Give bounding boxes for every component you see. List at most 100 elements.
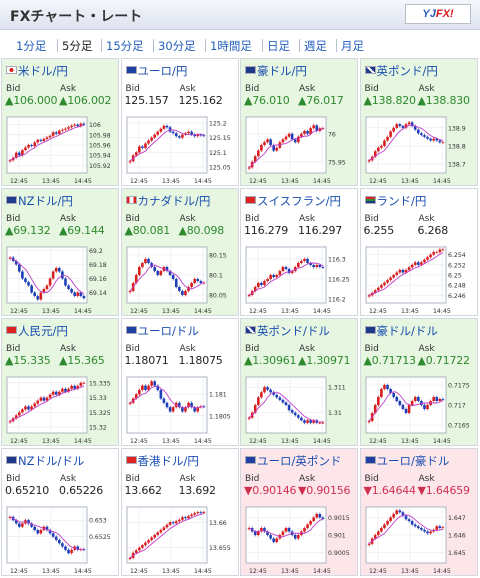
candle-body: [147, 540, 150, 543]
candle-body: [52, 132, 55, 136]
y-tick-label: 125.05: [209, 165, 231, 172]
pair-link[interactable]: ユーロ/円: [126, 63, 188, 77]
rate-tile[interactable]: カナダドル/円 Bid Ask ▲80.081 ▲80.098 80.15 80.1 80.0…: [121, 188, 239, 316]
mini-chart[interactable]: 1.647 1.646 1.645 12:45 13:45 14:45: [364, 503, 476, 575]
tab-timeframe[interactable]: 30分足: [158, 38, 196, 54]
rate-tile[interactable]: スイスフラン/円 Bid Ask 116.279 116.297 116.3 116.25 1…: [240, 188, 358, 316]
candle-body: [426, 532, 429, 534]
mini-chart[interactable]: 80.15 80.1 80.05 12:45 13:45 14:45: [125, 243, 237, 315]
mini-chart[interactable]: 1.181 1.1805 12:45 13:45 14:45: [125, 373, 237, 445]
mini-chart[interactable]: 138.9 138.8 138.7 12:45 13:45 14:45: [364, 113, 476, 185]
mini-chart[interactable]: 6.254 6.252 6.25 6.248 6.246 12:45 13:45 14:45: [364, 243, 476, 315]
pair-name[interactable]: 英ポンド/円: [377, 64, 438, 78]
yjfx-logo[interactable]: YJFX!: [405, 4, 471, 24]
rate-tile[interactable]: 人民元/円 Bid Ask ▲15.335 ▲15.365 15.335 15.33 15.3…: [1, 318, 119, 446]
candle-body: [257, 532, 260, 536]
rate-tile[interactable]: ユーロ/英ポンド Bid Ask ▼0.90146 ▼0.90156 0.9015 0.90…: [240, 448, 358, 576]
pair-link[interactable]: ユーロ/ドル: [126, 323, 199, 337]
pair-name[interactable]: 豪ドル/ドル: [377, 324, 438, 338]
pair-link[interactable]: 豪ドル/円: [245, 63, 307, 77]
tab-timeframe[interactable]: 5分足: [62, 38, 92, 54]
pair-name[interactable]: ユーロ/ドル: [138, 324, 199, 338]
candle-body: [190, 283, 193, 287]
rate-tile[interactable]: NZドル/円 Bid Ask ▲69.132 ▲69.144 69.2 69.18 69.16…: [1, 188, 119, 316]
tab-timeframe[interactable]: 週足: [304, 38, 327, 54]
candle-body: [178, 287, 181, 291]
pair-name[interactable]: 豪ドル/円: [257, 64, 307, 78]
pair-link[interactable]: 米ドル/円: [6, 63, 68, 77]
rate-tile[interactable]: ユーロ/豪ドル Bid Ask ▼1.64644 ▼1.64659 1.647 1.646 1…: [360, 448, 478, 576]
candle-body: [367, 421, 370, 422]
pair-link[interactable]: スイスフラン/円: [245, 193, 341, 207]
candle-body: [46, 286, 49, 290]
pair-link[interactable]: カナダドル/円: [126, 193, 211, 207]
candle-body: [438, 250, 441, 253]
rate-tile[interactable]: ランド/円 Bid Ask 6.255 6.268 6.254 6.252 6.25 6.248…: [360, 188, 478, 316]
pair-name[interactable]: ユーロ/豪ドル: [377, 454, 450, 468]
jp-us-icon: [6, 66, 17, 74]
rate-tile[interactable]: 豪ドル/円 Bid Ask ▲76.010 ▲76.017 76 75.95 12:45 13:…: [240, 58, 358, 186]
bid-label: Bid: [126, 474, 140, 484]
y-tick-label: 1.31: [328, 410, 342, 417]
pair-link[interactable]: 英ポンド/ドル: [245, 323, 330, 337]
candle-body: [260, 283, 263, 285]
mini-chart[interactable]: 76 75.95 12:45 13:45 14:45: [244, 113, 356, 185]
pair-name[interactable]: NZドル/ドル: [18, 454, 84, 468]
pair-link[interactable]: 香港ドル/円: [126, 453, 199, 467]
rate-tile[interactable]: 香港ドル/円 Bid Ask 13.662 13.692 13.66 13.655 12:45…: [121, 448, 239, 576]
mini-chart[interactable]: 116.3 116.25 116.2 12:45 13:45 14:45: [244, 243, 356, 315]
tab-timeframe[interactable]: 日足: [267, 38, 290, 54]
rate-tile[interactable]: NZドル/ドル Bid Ask 0.65210 0.65226 0.653 0.6525 12…: [1, 448, 119, 576]
pair-link[interactable]: ユーロ/豪ドル: [365, 453, 450, 467]
rate-tile[interactable]: ユーロ/ドル Bid Ask 1.18071 1.18075 1.181 1.1805 12:…: [121, 318, 239, 446]
cn-jp-icon: [6, 326, 17, 334]
x-tick-label: 14:45: [433, 178, 451, 185]
rate-tile[interactable]: 英ポンド/ドル Bid Ask ▲1.30961 ▲1.30971 1.311 1.31 12…: [240, 318, 358, 446]
pair-name[interactable]: カナダドル/円: [138, 194, 211, 208]
pair-name[interactable]: NZドル/円: [18, 194, 73, 208]
pair-name[interactable]: 人民元/円: [18, 324, 68, 338]
candle-body: [294, 535, 297, 539]
mini-chart[interactable]: 0.7175 0.717 0.7165 12:45 13:45 14:45: [364, 373, 476, 445]
tab-timeframe[interactable]: 1時間足: [210, 38, 252, 54]
pair-link[interactable]: 英ポンド/円: [365, 63, 438, 77]
pair-link[interactable]: 豪ドル/ドル: [365, 323, 438, 337]
pair-link[interactable]: 人民元/円: [6, 323, 68, 337]
tab-timeframe[interactable]: 1分足: [16, 38, 46, 54]
pair-link[interactable]: ランド/円: [365, 193, 427, 207]
candle-body: [426, 137, 429, 139]
rate-tile[interactable]: 米ドル/円 Bid Ask ▲106.000 ▲106.002 106 105.98 105.…: [1, 58, 119, 186]
candle-body: [300, 418, 303, 421]
tab-timeframe[interactable]: 月足: [341, 38, 364, 54]
candle-body: [272, 275, 275, 277]
rate-tile[interactable]: ユーロ/円 Bid Ask 125.157 125.162 125.2 125.15 125.…: [121, 58, 239, 186]
mini-chart[interactable]: 13.66 13.655 12:45 13:45 14:45: [125, 503, 237, 575]
mini-chart[interactable]: 0.653 0.6525 12:45 13:45 14:45: [5, 503, 117, 575]
mini-chart[interactable]: 1.311 1.31 12:45 13:45 14:45: [244, 373, 356, 445]
pair-name[interactable]: ランド/円: [377, 194, 427, 208]
mini-chart[interactable]: 0.9015 0.901 0.9005 12:45 13:45 14:45: [244, 503, 356, 575]
candle-body: [319, 265, 322, 267]
candle-body: [275, 395, 278, 398]
pair-name[interactable]: スイスフラン/円: [257, 194, 341, 208]
mini-chart[interactable]: 15.335 15.33 15.325 15.32 12:45 13:45 14:45: [5, 373, 117, 445]
pair-link[interactable]: ユーロ/英ポンド: [245, 453, 341, 467]
candle-body: [322, 423, 325, 424]
mini-chart[interactable]: 106 105.98 105.96 105.94 105.92 12:45 13:45 14:…: [5, 113, 117, 185]
pair-link[interactable]: NZドル/ドル: [6, 453, 84, 467]
pair-name[interactable]: 米ドル/円: [18, 64, 68, 78]
pair-link[interactable]: NZドル/円: [6, 193, 73, 207]
pair-name[interactable]: ユーロ/円: [138, 64, 188, 78]
y-tick-label: 6.246: [448, 293, 466, 300]
pair-name[interactable]: 香港ドル/円: [138, 454, 199, 468]
candle-body: [377, 532, 380, 536]
pair-name[interactable]: 英ポンド/ドル: [257, 324, 330, 338]
chart-svg: 69.269.1869.1669.1412:45 13:45 14:45: [5, 243, 117, 315]
rate-tile[interactable]: 豪ドル/ドル Bid Ask ▲0.71713 ▲0.71722 0.7175 0.717 0…: [360, 318, 478, 446]
pair-name[interactable]: ユーロ/英ポンド: [257, 454, 341, 468]
mini-chart[interactable]: 125.2 125.15 125.1 125.05 12:45 13:45 14:45: [125, 113, 237, 185]
ask-value: ▲0.71722: [418, 354, 470, 367]
rate-tile[interactable]: 英ポンド/円 Bid Ask ▲138.820 ▲138.830 138.9 138.8 13…: [360, 58, 478, 186]
tab-timeframe[interactable]: 15分足: [106, 38, 144, 54]
mini-chart[interactable]: 69.2 69.18 69.16 69.14 12:45 13:45 14:45: [5, 243, 117, 315]
